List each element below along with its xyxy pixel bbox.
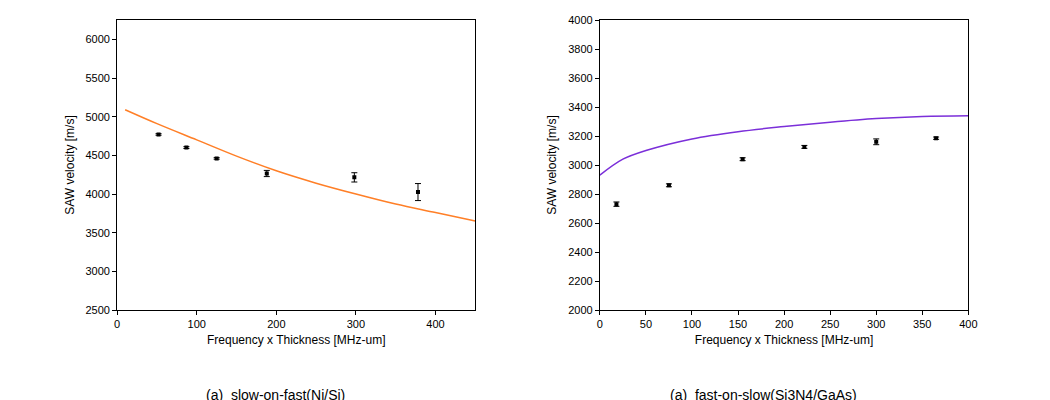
svg-text:(a) fast-on-slow(Si3N4/GaAs): (a) fast-on-slow(Si3N4/GaAs): [670, 387, 857, 400]
svg-text:5500: 5500: [85, 72, 109, 84]
svg-text:2800: 2800: [568, 188, 592, 200]
svg-text:4000: 4000: [568, 14, 592, 26]
svg-text:Frequency x Thickness [MHz-um]: Frequency x Thickness [MHz-um]: [695, 333, 874, 347]
svg-text:2500: 2500: [85, 304, 109, 316]
svg-text:2000: 2000: [568, 304, 592, 316]
svg-text:100: 100: [188, 318, 206, 330]
svg-text:250: 250: [821, 318, 839, 330]
svg-text:2400: 2400: [568, 246, 592, 258]
svg-text:3200: 3200: [568, 130, 592, 142]
svg-text:Frequency x Thickness [MHz-um]: Frequency x Thickness [MHz-um]: [207, 333, 386, 347]
svg-text:100: 100: [683, 318, 701, 330]
svg-text:0: 0: [597, 318, 603, 330]
svg-text:SAW velocity [m/s]: SAW velocity [m/s]: [545, 115, 559, 215]
svg-text:3000: 3000: [85, 265, 109, 277]
svg-text:6000: 6000: [85, 33, 109, 45]
svg-text:4000: 4000: [85, 188, 109, 200]
svg-text:3400: 3400: [568, 101, 592, 113]
svg-text:150: 150: [729, 318, 747, 330]
svg-text:300: 300: [867, 318, 885, 330]
svg-text:5000: 5000: [85, 111, 109, 123]
svg-text:50: 50: [640, 318, 652, 330]
svg-text:0: 0: [114, 318, 120, 330]
svg-text:350: 350: [913, 318, 931, 330]
svg-text:3800: 3800: [568, 43, 592, 55]
svg-text:4500: 4500: [85, 149, 109, 161]
svg-text:400: 400: [426, 318, 444, 330]
svg-text:2200: 2200: [568, 275, 592, 287]
svg-text:300: 300: [347, 318, 365, 330]
svg-text:SAW velocity [m/s]: SAW velocity [m/s]: [63, 115, 77, 215]
svg-text:400: 400: [959, 318, 977, 330]
svg-text:200: 200: [775, 318, 793, 330]
svg-text:3500: 3500: [85, 227, 109, 239]
svg-text:2600: 2600: [568, 217, 592, 229]
svg-text:3600: 3600: [568, 72, 592, 84]
svg-text:200: 200: [267, 318, 285, 330]
svg-text:3000: 3000: [568, 159, 592, 171]
svg-text:(a) slow-on-fast(Ni/Si): (a) slow-on-fast(Ni/Si): [206, 387, 345, 400]
